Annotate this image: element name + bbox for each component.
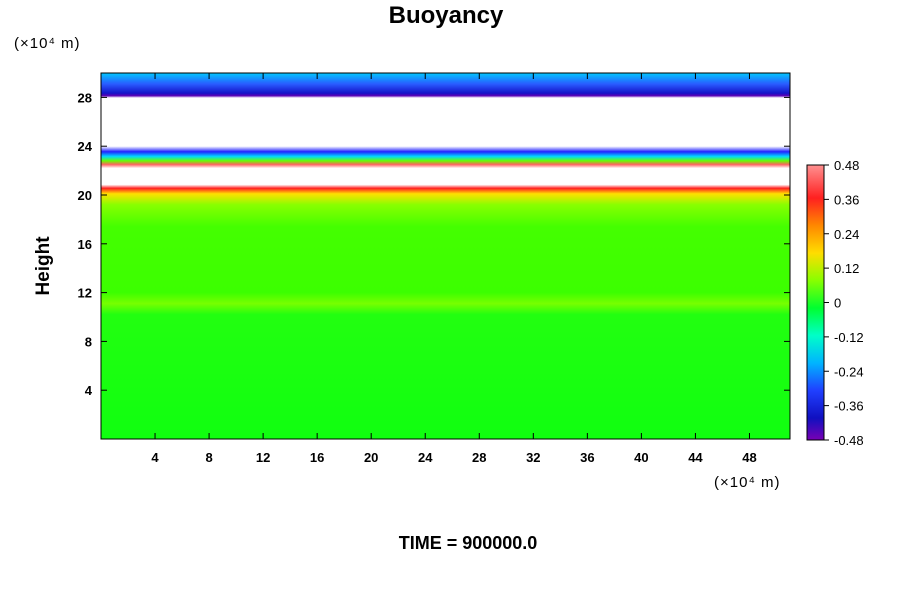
buoyancy-field	[101, 73, 790, 439]
y-ticks: 4 8 12 16 20 24 28	[78, 90, 790, 398]
colorbar-tick-label: -0.24	[834, 364, 864, 379]
x-tick-label: 4	[151, 450, 159, 465]
y-tick-label: 8	[85, 334, 92, 349]
colorbar-ticks: 0.48 0.36 0.24 0.12 0 -0.12 -0.24 -0.36 -0.48	[824, 158, 864, 448]
y-tick-label: 20	[78, 188, 92, 203]
chart-title: Buoyancy	[389, 2, 504, 29]
colorbar-tick-label: -0.12	[834, 330, 864, 345]
x-tick-label: 48	[742, 450, 756, 465]
colorbar-tick-label: 0.24	[834, 227, 859, 242]
colorbar: 0.48 0.36 0.24 0.12 0 -0.12 -0.24 -0.36 -0.48	[806, 158, 864, 448]
colorbar-tick-label: 0	[834, 296, 841, 311]
colorbar-tick-label: -0.36	[834, 399, 864, 414]
x-tick-label: 24	[418, 450, 433, 465]
x-unit-label: (×10⁴ m)	[714, 474, 781, 491]
x-tick-label: 8	[205, 450, 212, 465]
y-tick-label: 16	[78, 237, 92, 252]
x-tick-label: 40	[634, 450, 648, 465]
x-tick-label: 16	[310, 450, 324, 465]
y-tick-label: 24	[78, 139, 93, 154]
colorbar-tick-label: 0.36	[834, 192, 859, 207]
y-unit-label: (×10⁴ m)	[14, 35, 81, 52]
y-tick-label: 28	[78, 90, 92, 105]
colorbar-scale	[806, 164, 825, 441]
x-tick-label: 20	[364, 450, 378, 465]
x-tick-label: 32	[526, 450, 540, 465]
time-label: TIME = 900000.0	[399, 533, 538, 553]
plot-frame	[100, 72, 791, 440]
x-tick-label: 44	[688, 450, 703, 465]
x-tick-label: 36	[580, 450, 594, 465]
x-ticks: 4 8 12 16 20 24 28 32 36 40 44 48	[151, 73, 757, 465]
y-tick-label: 12	[78, 286, 92, 301]
colorbar-tick-label: -0.48	[834, 433, 864, 448]
x-tick-label: 28	[472, 450, 486, 465]
y-axis-title: Height	[33, 236, 54, 296]
x-tick-label: 12	[256, 450, 270, 465]
colorbar-tick-label: 0.12	[834, 261, 859, 276]
colorbar-tick-label: 0.48	[834, 158, 859, 173]
y-tick-label: 4	[85, 383, 93, 398]
